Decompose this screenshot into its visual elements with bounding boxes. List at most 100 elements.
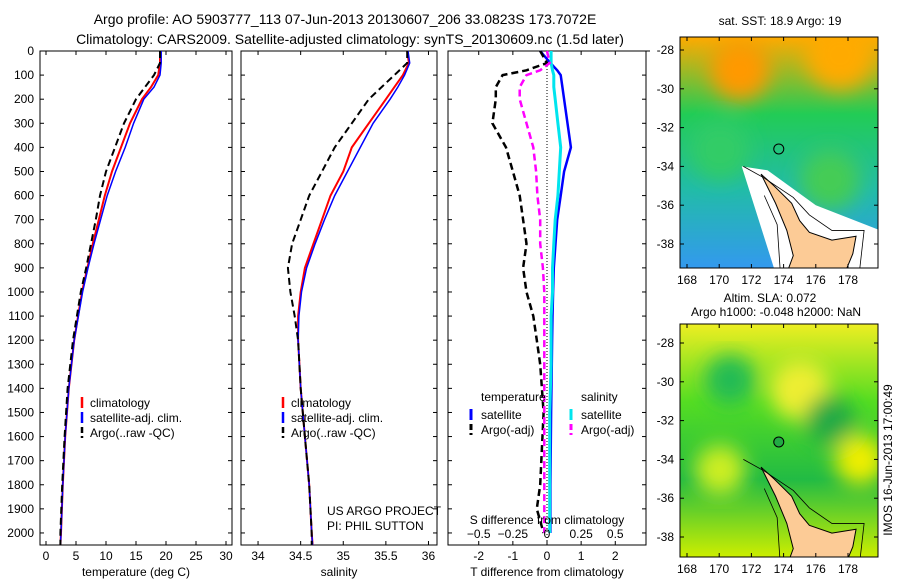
lat-tick-label: -36	[657, 491, 675, 505]
lat-tick-label: -30	[657, 375, 675, 389]
x-tick-label: 1	[578, 549, 585, 563]
argo-float-marker	[773, 436, 785, 448]
x2-tick-label: 0.5	[607, 527, 624, 541]
x-tick-label: 36	[422, 549, 436, 563]
legend-title-salinity: salinity	[581, 390, 618, 404]
map-blob	[805, 37, 875, 90]
series-temperature-argo-adj-	[491, 50, 549, 534]
lon-tick-label: 170	[709, 562, 729, 576]
lon-tick-label: 176	[806, 562, 826, 576]
lon-tick-label: 174	[774, 273, 794, 287]
y-tick-label: 1100	[8, 309, 34, 323]
y-tick-label: 1400	[7, 381, 34, 395]
y-tick-label: 600	[14, 189, 34, 203]
legend-label: climatology	[90, 396, 150, 410]
x-axis-label: salinity	[321, 565, 358, 579]
lon-tick-label: 170	[709, 273, 729, 287]
isobath-contour	[743, 459, 865, 557]
map-blob	[805, 395, 855, 445]
legend-label: satellite-adj. clim.	[291, 411, 383, 425]
x-tick-label: 34.5	[289, 549, 313, 563]
x-tick-label: 35	[337, 549, 351, 563]
series-salinity-argo-adj-	[518, 50, 552, 533]
y-tick-label: 1700	[7, 454, 34, 468]
x-tick-label: -2	[473, 549, 484, 563]
y-tick-label: 100	[14, 68, 34, 82]
x-axis-label: T difference from climatology	[470, 565, 624, 579]
plot-frame	[240, 50, 438, 546]
x2-tick-label: 0	[544, 527, 551, 541]
y-tick-label: 400	[14, 140, 34, 154]
temperature-profile-panel: 0100200300400500600700800900100011001200…	[7, 44, 233, 579]
difference-profile-panel: -2 -1 0 1 2 T difference from climatology temp…	[447, 50, 650, 579]
map-blob	[705, 355, 755, 405]
sla-map: 168 170 172 174 176 178 -28 -30 -32 -34 -36 -38 Alti…	[657, 291, 879, 576]
lon-tick-label: 168	[677, 562, 697, 576]
plot-frame	[39, 50, 233, 546]
y-tick-label: 1500	[7, 405, 34, 419]
legend-title-temperature: temperature	[481, 390, 546, 404]
map-frame	[679, 36, 879, 269]
sla-map-title: Altim. SLA: 0.072	[724, 291, 817, 305]
lat-tick-label: -32	[657, 121, 675, 135]
map-blob	[710, 40, 770, 100]
y-tick-label: 500	[14, 164, 34, 178]
lon-tick-label: 174	[774, 562, 794, 576]
legend-label: satellite	[581, 408, 622, 422]
map-blob	[695, 445, 745, 495]
lon-tick-label: 176	[806, 273, 826, 287]
title-line-1: Argo profile: AO 5903777_113 07-Jun-2013…	[94, 11, 597, 27]
x2-tick-label: 0.25	[569, 527, 593, 541]
legend-label: Argo(..raw -QC)	[90, 426, 175, 440]
x-tick-label: -1	[508, 549, 519, 563]
x-tick-label: 2	[612, 549, 619, 563]
series-satellite-adj-clim-	[297, 50, 411, 546]
lon-tick-label: 178	[838, 562, 858, 576]
sla-map-subtitle: Argo h1000: -0.048 h2000: NaN	[691, 305, 861, 319]
x-tick-label: 20	[159, 549, 173, 563]
pi-annotation: PI: PHIL SUTTON	[327, 519, 424, 533]
y-tick-label: 1000	[7, 285, 34, 299]
lat-tick-label: -38	[657, 237, 675, 251]
x-tick-label: 30	[219, 549, 233, 563]
x2-tick-label: −0.5	[467, 527, 491, 541]
y-tick-label: 200	[14, 92, 34, 106]
legend-label: climatology	[291, 396, 351, 410]
lat-tick-label: -32	[657, 414, 675, 428]
x-tick-label: 5	[73, 549, 80, 563]
lat-tick-label: -34	[657, 452, 675, 466]
legend-label: satellite	[481, 408, 522, 422]
y-tick-label: 1800	[7, 478, 34, 492]
y-tick-label: 1300	[7, 357, 34, 371]
pi-annotation: US ARGO PROJECT	[327, 504, 442, 518]
sst-map-title: sat. SST: 18.9 Argo: 19	[719, 14, 842, 28]
x-tick-label: 10	[99, 549, 113, 563]
lat-tick-label: -30	[657, 82, 675, 96]
lat-tick-label: -38	[657, 530, 675, 544]
argo-float-marker	[773, 143, 785, 155]
x-tick-label: 0	[544, 549, 551, 563]
map-blob	[800, 150, 860, 210]
y-tick-label: 1200	[7, 333, 34, 347]
map-blob	[835, 435, 878, 485]
map-frame	[679, 323, 879, 558]
x-tick-label: 15	[129, 549, 143, 563]
lat-tick-label: -28	[657, 336, 675, 350]
salinity-profile-panel: 34 34.5 35 35.5 36 salinity climatologysatelli…	[240, 50, 442, 579]
x-tick-label: 0	[43, 549, 50, 563]
x-tick-label: 35.5	[374, 549, 398, 563]
lat-tick-label: -36	[657, 198, 675, 212]
land-new-zealand	[760, 173, 857, 268]
lat-tick-label: -34	[657, 159, 675, 173]
series-argo-raw-qc-	[286, 51, 409, 545]
legend-label: satellite-adj. clim.	[90, 411, 182, 425]
y-tick-label: 2000	[7, 526, 34, 540]
lon-tick-label: 168	[677, 273, 697, 287]
y-tick-label: 700	[14, 213, 34, 227]
x-tick-label: 34	[251, 549, 265, 563]
imos-footer: IMOS 16-Jun-2013 17:00:49	[881, 384, 895, 536]
map-blob	[690, 120, 750, 180]
series-salinity-satellite	[548, 51, 563, 533]
series-argo-raw-qc-	[59, 51, 161, 545]
